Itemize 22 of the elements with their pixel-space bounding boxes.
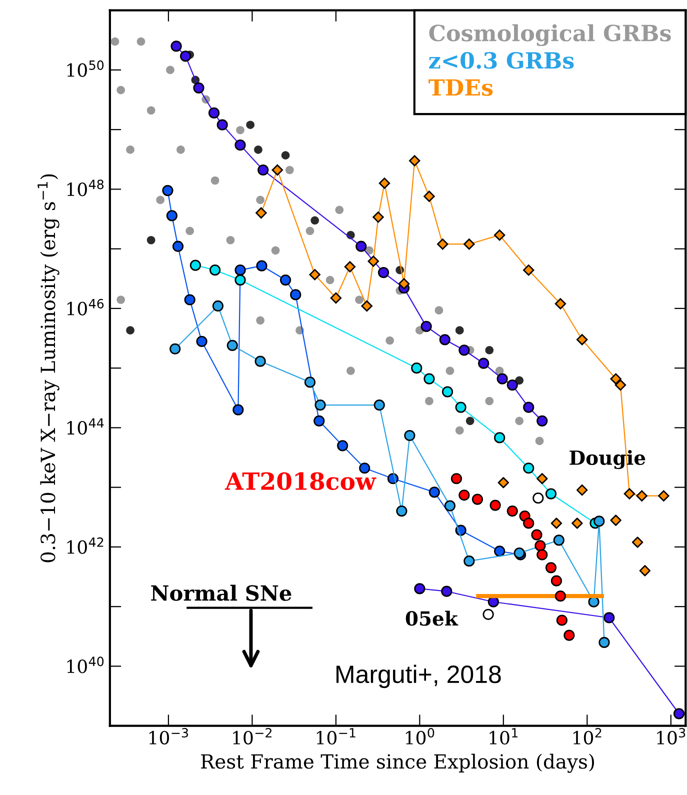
text: z<0.3 GRBs — [429, 52, 574, 69]
x-tick-label: 10$^{0}$ — [406, 728, 434, 745]
x-axis-title: Rest Frame Time since Explosion (days) — [201, 754, 594, 773]
annotation: 05ek — [406, 610, 458, 626]
x-tick-label: 10$^{1}$ — [490, 728, 518, 745]
annotation: Normal SNe — [151, 584, 292, 601]
y-tick-label: 10$^{48}$ — [67, 180, 104, 196]
annotation: AT2018cow — [224, 472, 376, 490]
x-tick-label: 10$^{−2}$ — [233, 728, 272, 745]
y-tick-label: 10$^{50}$ — [67, 60, 104, 77]
y-tick-label: 10$^{40}$ — [67, 656, 104, 674]
annotation: Marguti+, 2018 — [336, 664, 501, 688]
text: Cosmological GRBs — [429, 24, 671, 46]
y-tick-label: 10$^{44}$ — [67, 418, 104, 435]
y-axis-title: 0.3−10 keV X−ray Luminosity (erg s$^{−1}$) — [38, 174, 60, 562]
y-tick-label: 10$^{42}$ — [67, 537, 104, 554]
text: TDEs — [428, 79, 493, 96]
x-tick-label: 10$^{2}$ — [573, 728, 602, 745]
y-tick-label: 10$^{46}$ — [67, 298, 104, 316]
x-tick-label: 10$^{−1}$ — [316, 728, 356, 745]
x-tick-label: 10$^{3}$ — [657, 728, 686, 745]
x-tick-label: 10$^{−3}$ — [149, 728, 188, 745]
